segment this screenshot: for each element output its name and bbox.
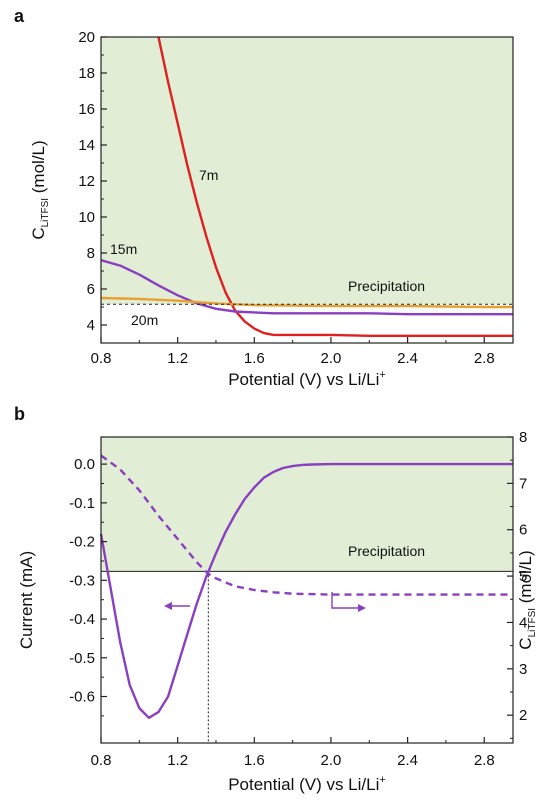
panel-a-plot-frame <box>100 36 514 344</box>
panel-b-right-y-tick-label: 8 <box>519 429 527 446</box>
panel-b-ticks-group: 0.8 1.2 1.6 2.0 2.4 2.8 0.0 -0.1 -0.2 -0.3 -0.4 -0.… <box>69 429 527 769</box>
panel-b-right-y-axis-title-unit: (mol/L) <box>516 550 535 608</box>
right-axis-arrow-head <box>358 604 366 612</box>
panel-a-y-tick-label: 18 <box>78 65 95 82</box>
left-axis-arrow-head <box>164 602 172 610</box>
panel-a-x-tick-label: 1.2 <box>167 350 188 367</box>
panel-b-x-tick-label: 2.4 <box>397 752 418 769</box>
series-label-7m: 7m <box>199 167 218 183</box>
panel-a-x-tick-label: 2.4 <box>397 350 418 367</box>
panel-b-right-y-tick-label: 3 <box>519 661 527 678</box>
panel-a-x-tick-label: 2.0 <box>321 350 342 367</box>
panel-a-letter: a <box>14 6 25 26</box>
panel-b-plot-frame <box>100 436 514 744</box>
series-label-20m: 20m <box>131 312 158 328</box>
panel-a-x-axis-title-sup: + <box>379 369 385 381</box>
series-20m-line <box>100 296 513 309</box>
panel-b: 0.8 1.2 1.6 2.0 2.4 2.8 0.0 -0.1 -0.2 -0.3 -0.4 -0.… <box>14 404 538 794</box>
panel-a-y-tick-label: 8 <box>87 245 95 262</box>
panel-b-right-y-tick-label: 7 <box>519 475 527 492</box>
panel-a-y-tick-label: 10 <box>78 209 95 226</box>
panel-b-precipitation-region <box>101 437 513 572</box>
panel-b-right-y-tick-label: 2 <box>519 707 527 724</box>
panel-b-x-tick-label: 1.2 <box>167 752 188 769</box>
panel-a-y-tick-label: 16 <box>78 101 95 118</box>
panel-b-x-axis-title: Potential (V) vs Li/Li+ <box>228 774 386 794</box>
panel-a-y-tick-label: 20 <box>78 29 95 46</box>
panel-b-right-y-axis-title: CLiTFSI (mol/L) <box>516 550 538 649</box>
panel-b-axis-arrows <box>164 592 366 612</box>
panel-a-ticks-group: 0.8 1.2 1.6 2.0 2.4 2.8 4 6 8 10 12 14 16 18 20 <box>78 29 494 367</box>
panel-b-right-y-tick-label: 5 <box>519 568 527 585</box>
panel-a-x-tick-label: 2.8 <box>474 350 495 367</box>
panel-a-precipitation-label: Precipitation <box>348 278 425 294</box>
panel-b-series-group <box>99 454 513 719</box>
panel-a-x-axis-title: Potential (V) vs Li/Li+ <box>228 369 386 389</box>
panel-a-x-tick-label: 1.6 <box>244 350 265 367</box>
panel-b-left-y-tick-label: -0.1 <box>69 495 95 512</box>
panel-b-left-y-tick-label: -0.2 <box>69 534 95 551</box>
panel-b-right-y-axis-title-main: C <box>516 637 535 649</box>
panel-a-series-group <box>100 36 513 337</box>
panel-a-x-tick-label: 0.8 <box>91 350 112 367</box>
panel-b-right-y-tick-label: 4 <box>519 614 527 631</box>
panel-b-letter: b <box>14 404 25 424</box>
panel-a: 0.8 1.2 1.6 2.0 2.4 2.8 4 6 8 10 12 14 16 18 20 a Prec… <box>14 6 514 389</box>
panel-b-x-tick-label: 2.8 <box>474 752 495 769</box>
series-label-15m: 15m <box>110 241 137 257</box>
panel-b-x-tick-label: 1.6 <box>244 752 265 769</box>
panel-b-x-axis-title-text: Potential (V) vs Li/Li <box>228 775 379 794</box>
panel-b-x-axis-title-sup: + <box>379 774 385 786</box>
panel-a-y-axis-title-main: C <box>29 227 48 239</box>
panel-a-y-axis-title: CLiTFSI (mol/L) <box>29 140 51 239</box>
panel-b-left-y-tick-label: 0.0 <box>74 456 95 473</box>
panel-b-right-y-axis-title-sub: LiTFSI <box>527 608 538 637</box>
panel-b-right-y-tick-label: 6 <box>519 522 527 539</box>
panel-b-left-y-tick-label: -0.6 <box>69 689 95 706</box>
panel-a-y-axis-title-sub: LiTFSI <box>40 198 51 227</box>
panel-a-y-tick-label: 6 <box>87 281 95 298</box>
panel-b-precipitation-label: Precipitation <box>348 543 425 559</box>
panel-b-left-y-axis-title: Current (mA) <box>17 551 36 649</box>
panel-b-left-y-tick-label: -0.3 <box>69 572 95 589</box>
concentration-series-dashed-line <box>100 454 513 596</box>
panel-a-precipitation-region <box>101 37 513 305</box>
panel-b-left-y-tick-label: -0.5 <box>69 650 95 667</box>
right-axis-arrow-shaft <box>331 592 360 609</box>
panel-b-left-y-tick-label: -0.4 <box>69 611 95 628</box>
panel-a-y-tick-label: 12 <box>78 173 95 190</box>
panel-a-y-tick-label: 4 <box>87 317 95 334</box>
panel-a-y-axis-title-unit: (mol/L) <box>29 140 48 198</box>
series-7m-line <box>157 36 513 337</box>
current-series-line <box>99 462 513 719</box>
panel-a-x-axis-title-text: Potential (V) vs Li/Li <box>228 370 379 389</box>
panel-b-x-tick-label: 2.0 <box>321 752 342 769</box>
panel-a-y-tick-label: 14 <box>78 137 95 154</box>
series-15m-line <box>100 259 513 316</box>
panel-b-x-tick-label: 0.8 <box>91 752 112 769</box>
